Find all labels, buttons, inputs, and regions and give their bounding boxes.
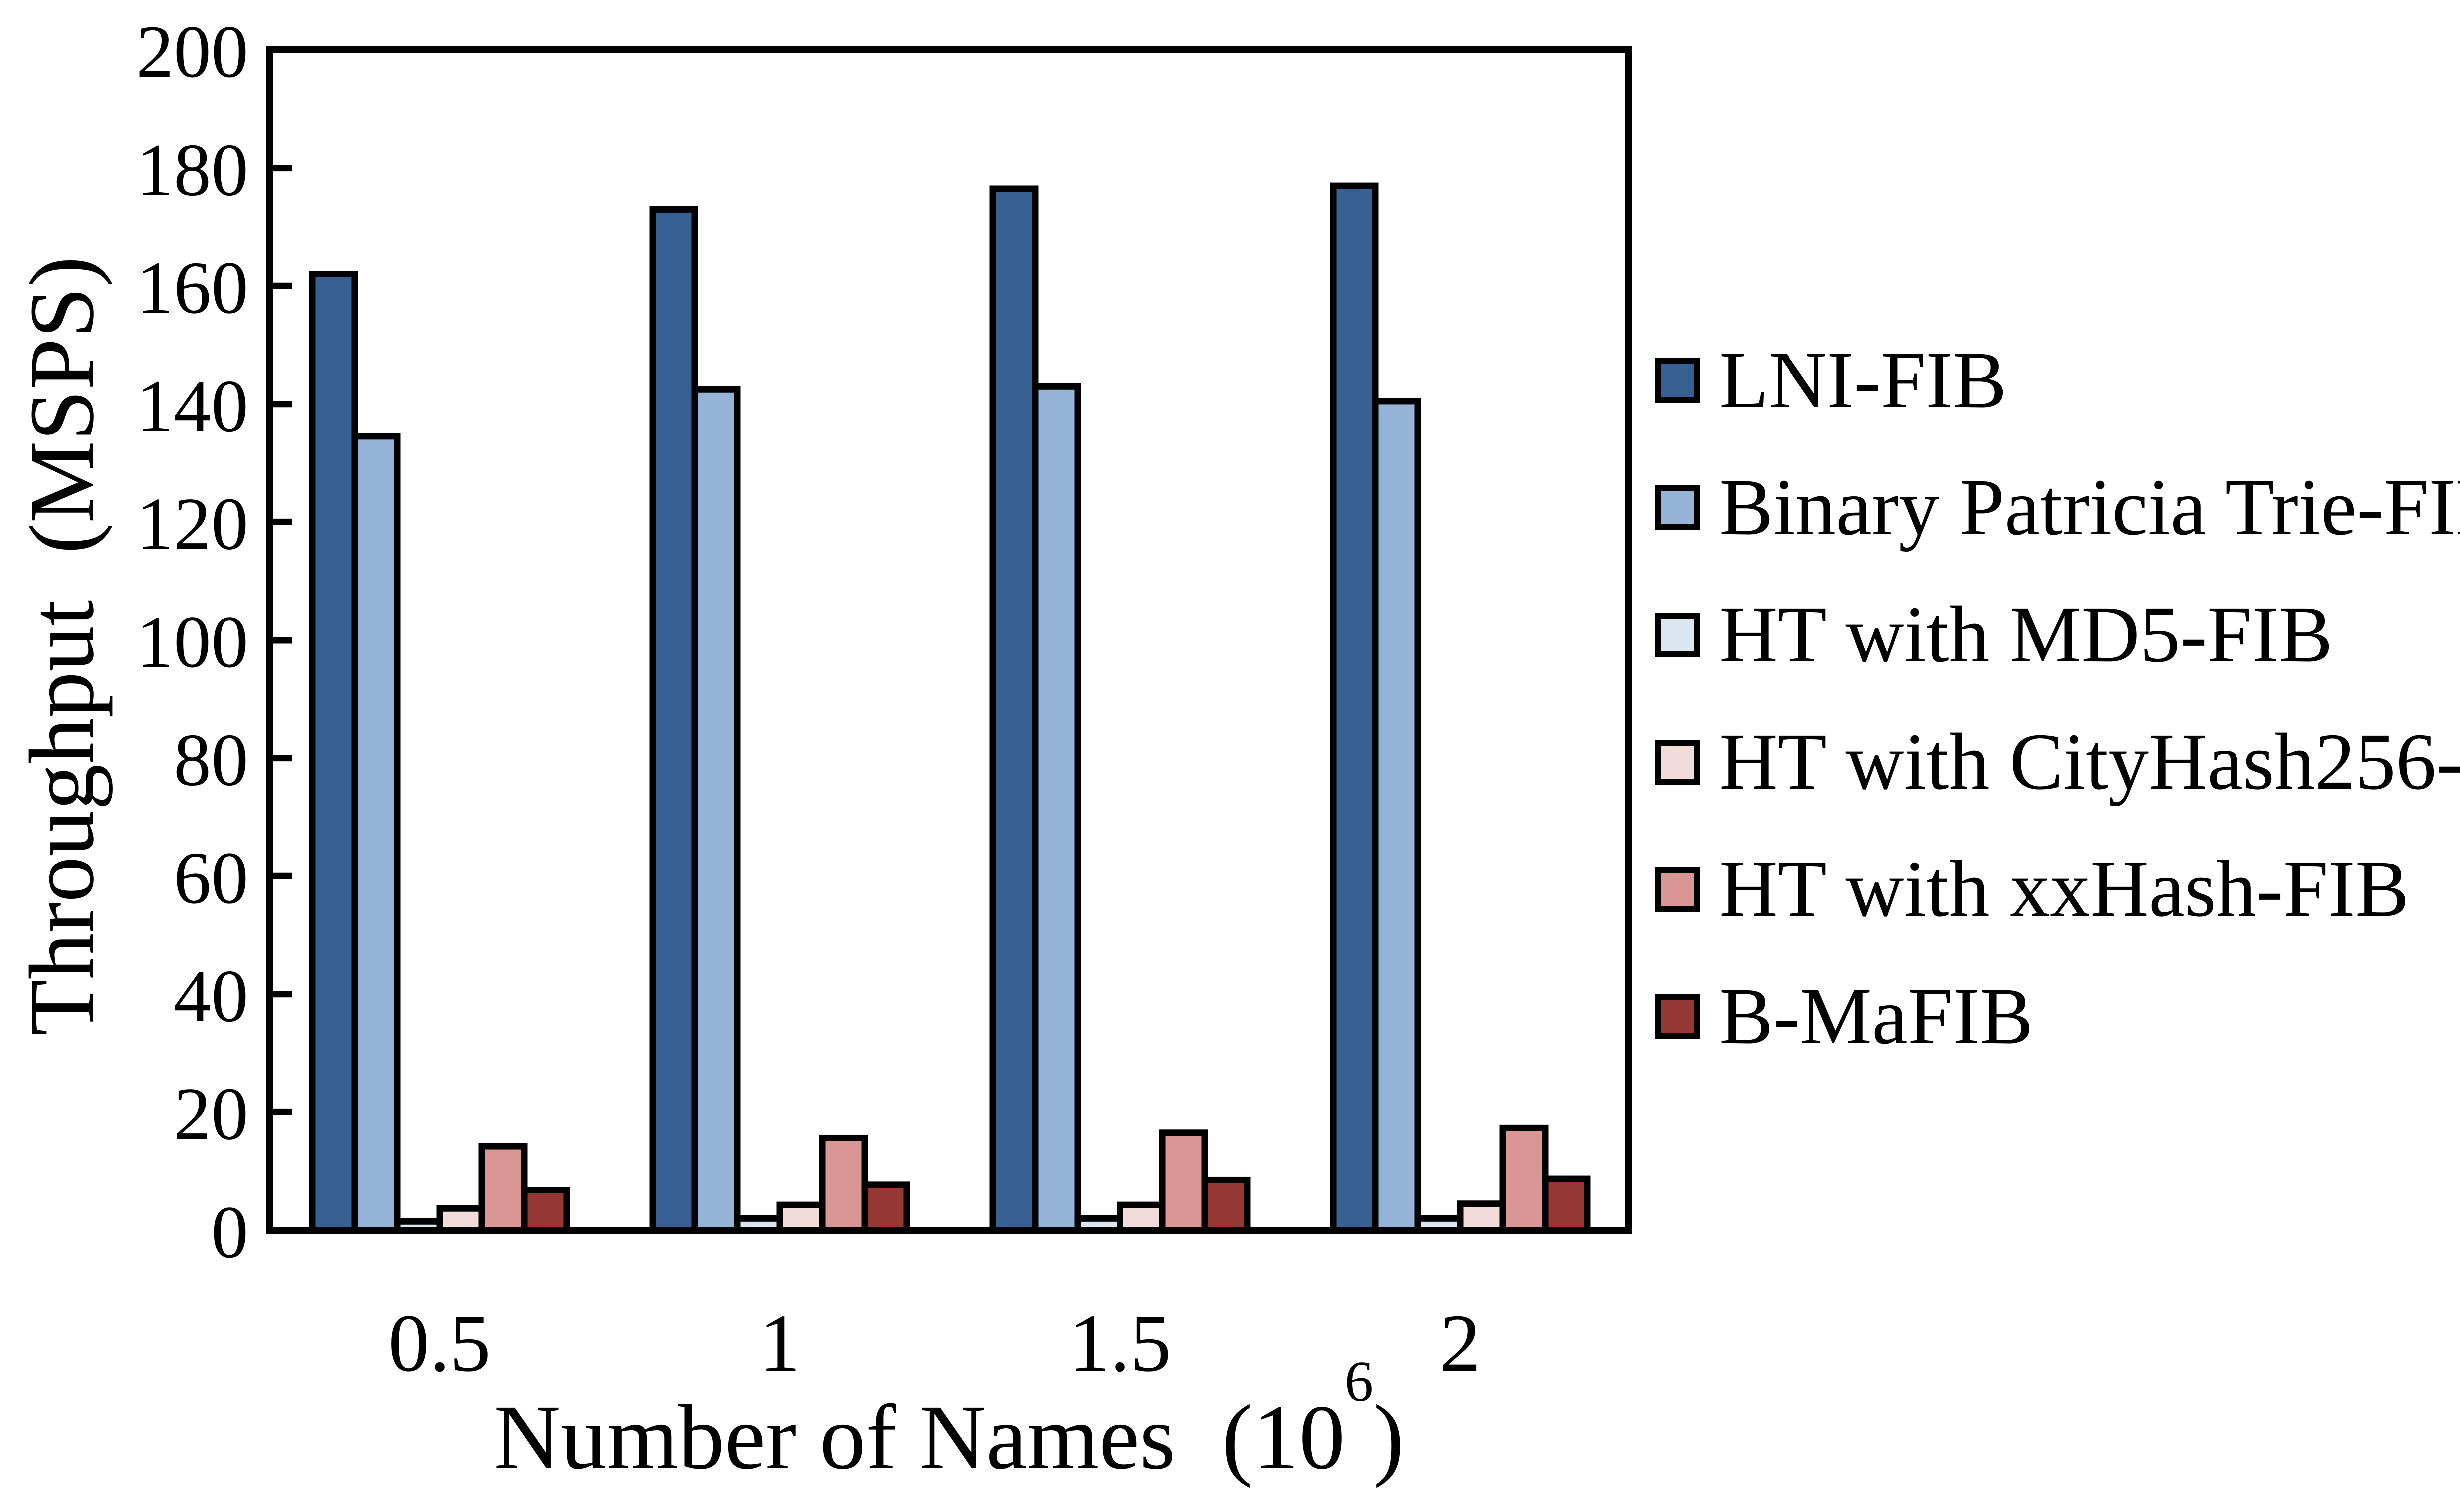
legend-label-B-MaFIB: B-MaFIB <box>1719 972 2034 1061</box>
legend-label-HT with xxHash-FIB: HT with xxHash-FIB <box>1719 845 2410 934</box>
y-tick-label-180: 180 <box>136 129 248 212</box>
x-axis-title: Number of Names (106) <box>269 1353 1629 1491</box>
legend-label-HT with MD5-FIB: HT with MD5-FIB <box>1719 590 2333 679</box>
bar-HT with xxHash-FIB-1 <box>819 1134 868 1234</box>
y-tick-label-200: 200 <box>136 10 248 93</box>
x-axis-title-text: Number of Names (10 <box>494 1386 1345 1489</box>
bar-Binary Patricia Trie-FIB-0.5 <box>351 433 401 1234</box>
y-tick-label-0: 0 <box>211 1191 248 1274</box>
legend-item-B-MaFIB: B-MaFIB <box>1655 976 2460 1057</box>
bar-HT with xxHash-FIB-0.5 <box>478 1143 528 1234</box>
y-tick-label-20: 20 <box>174 1073 248 1155</box>
legend-swatch-LNI-FIB <box>1655 358 1700 403</box>
bar-Binary Patricia Trie-FIB-2 <box>1372 398 1421 1234</box>
bar-LNI-FIB-0.5 <box>309 271 358 1234</box>
bar-HT with CityHash256-FIB-0.5 <box>436 1205 485 1234</box>
chart-legend: LNI-FIB Binary Patricia Trie-FIB HT with M… <box>1655 340 2460 1121</box>
bar-LNI-FIB-1.5 <box>989 185 1039 1234</box>
legend-item-Binary Patricia Trie-FIB: Binary Patricia Trie-FIB <box>1655 467 2460 548</box>
legend-swatch-HT with CityHash256-FIB <box>1655 740 1700 785</box>
x-tick-label-2: 2 <box>1440 1297 1481 1389</box>
bar-B-MaFIB-2 <box>1542 1175 1591 1234</box>
x-axis-title-close-paren: ) <box>1373 1386 1404 1489</box>
bar-HT with xxHash-FIB-2 <box>1499 1124 1549 1234</box>
bar-B-MaFIB-1 <box>861 1181 910 1234</box>
bar-HT with CityHash256-FIB-1 <box>776 1201 826 1234</box>
legend-swatch-B-MaFIB <box>1655 994 1700 1039</box>
bar-LNI-FIB-2 <box>1330 182 1379 1234</box>
bar-B-MaFIB-1.5 <box>1201 1176 1251 1234</box>
bar-HT with CityHash256-FIB-2 <box>1457 1200 1506 1234</box>
plot-frame <box>266 46 1632 1234</box>
bar-Binary Patricia Trie-FIB-1 <box>691 386 741 1234</box>
y-tick-label-60: 60 <box>174 837 248 919</box>
y-axis-title: Throughput (MSPS) <box>11 256 113 1036</box>
legend-item-LNI-FIB: LNI-FIB <box>1655 340 2460 421</box>
legend-label-Binary Patricia Trie-FIB: Binary Patricia Trie-FIB <box>1719 463 2460 552</box>
legend-label-LNI-FIB: LNI-FIB <box>1719 336 2007 425</box>
legend-item-HT with CityHash256-FIB: HT with CityHash256-FIB <box>1655 722 2460 803</box>
legend-swatch-HT with xxHash-FIB <box>1655 867 1700 912</box>
y-tick-label-80: 80 <box>174 719 248 802</box>
legend-swatch-HT with MD5-FIB <box>1655 613 1700 657</box>
legend-swatch-Binary Patricia Trie-FIB <box>1655 485 1700 530</box>
legend-item-HT with xxHash-FIB: HT with xxHash-FIB <box>1655 849 2460 930</box>
bar-HT with CityHash256-FIB-1.5 <box>1117 1201 1166 1234</box>
x-tick-label-1.5: 1.5 <box>1069 1297 1171 1389</box>
legend-item-HT with MD5-FIB: HT with MD5-FIB <box>1655 595 2460 675</box>
bar-Binary Patricia Trie-FIB-1.5 <box>1032 383 1081 1234</box>
bar-LNI-FIB-1 <box>649 206 698 1234</box>
y-tick-label-40: 40 <box>174 955 248 1038</box>
bar-B-MaFIB-0.5 <box>521 1187 570 1234</box>
y-tick-label-160: 160 <box>136 246 248 329</box>
y-tick-label-100: 100 <box>136 601 248 683</box>
bar-HT with xxHash-FIB-1.5 <box>1159 1129 1208 1234</box>
legend-label-HT with CityHash256-FIB: HT with CityHash256-FIB <box>1719 717 2460 807</box>
x-tick-label-0.5: 0.5 <box>388 1297 491 1389</box>
x-tick-label-1: 1 <box>759 1297 801 1389</box>
x-axis-title-superscript: 6 <box>1344 1350 1374 1413</box>
y-tick-label-120: 120 <box>136 482 248 565</box>
y-tick-label-140: 140 <box>136 365 248 447</box>
